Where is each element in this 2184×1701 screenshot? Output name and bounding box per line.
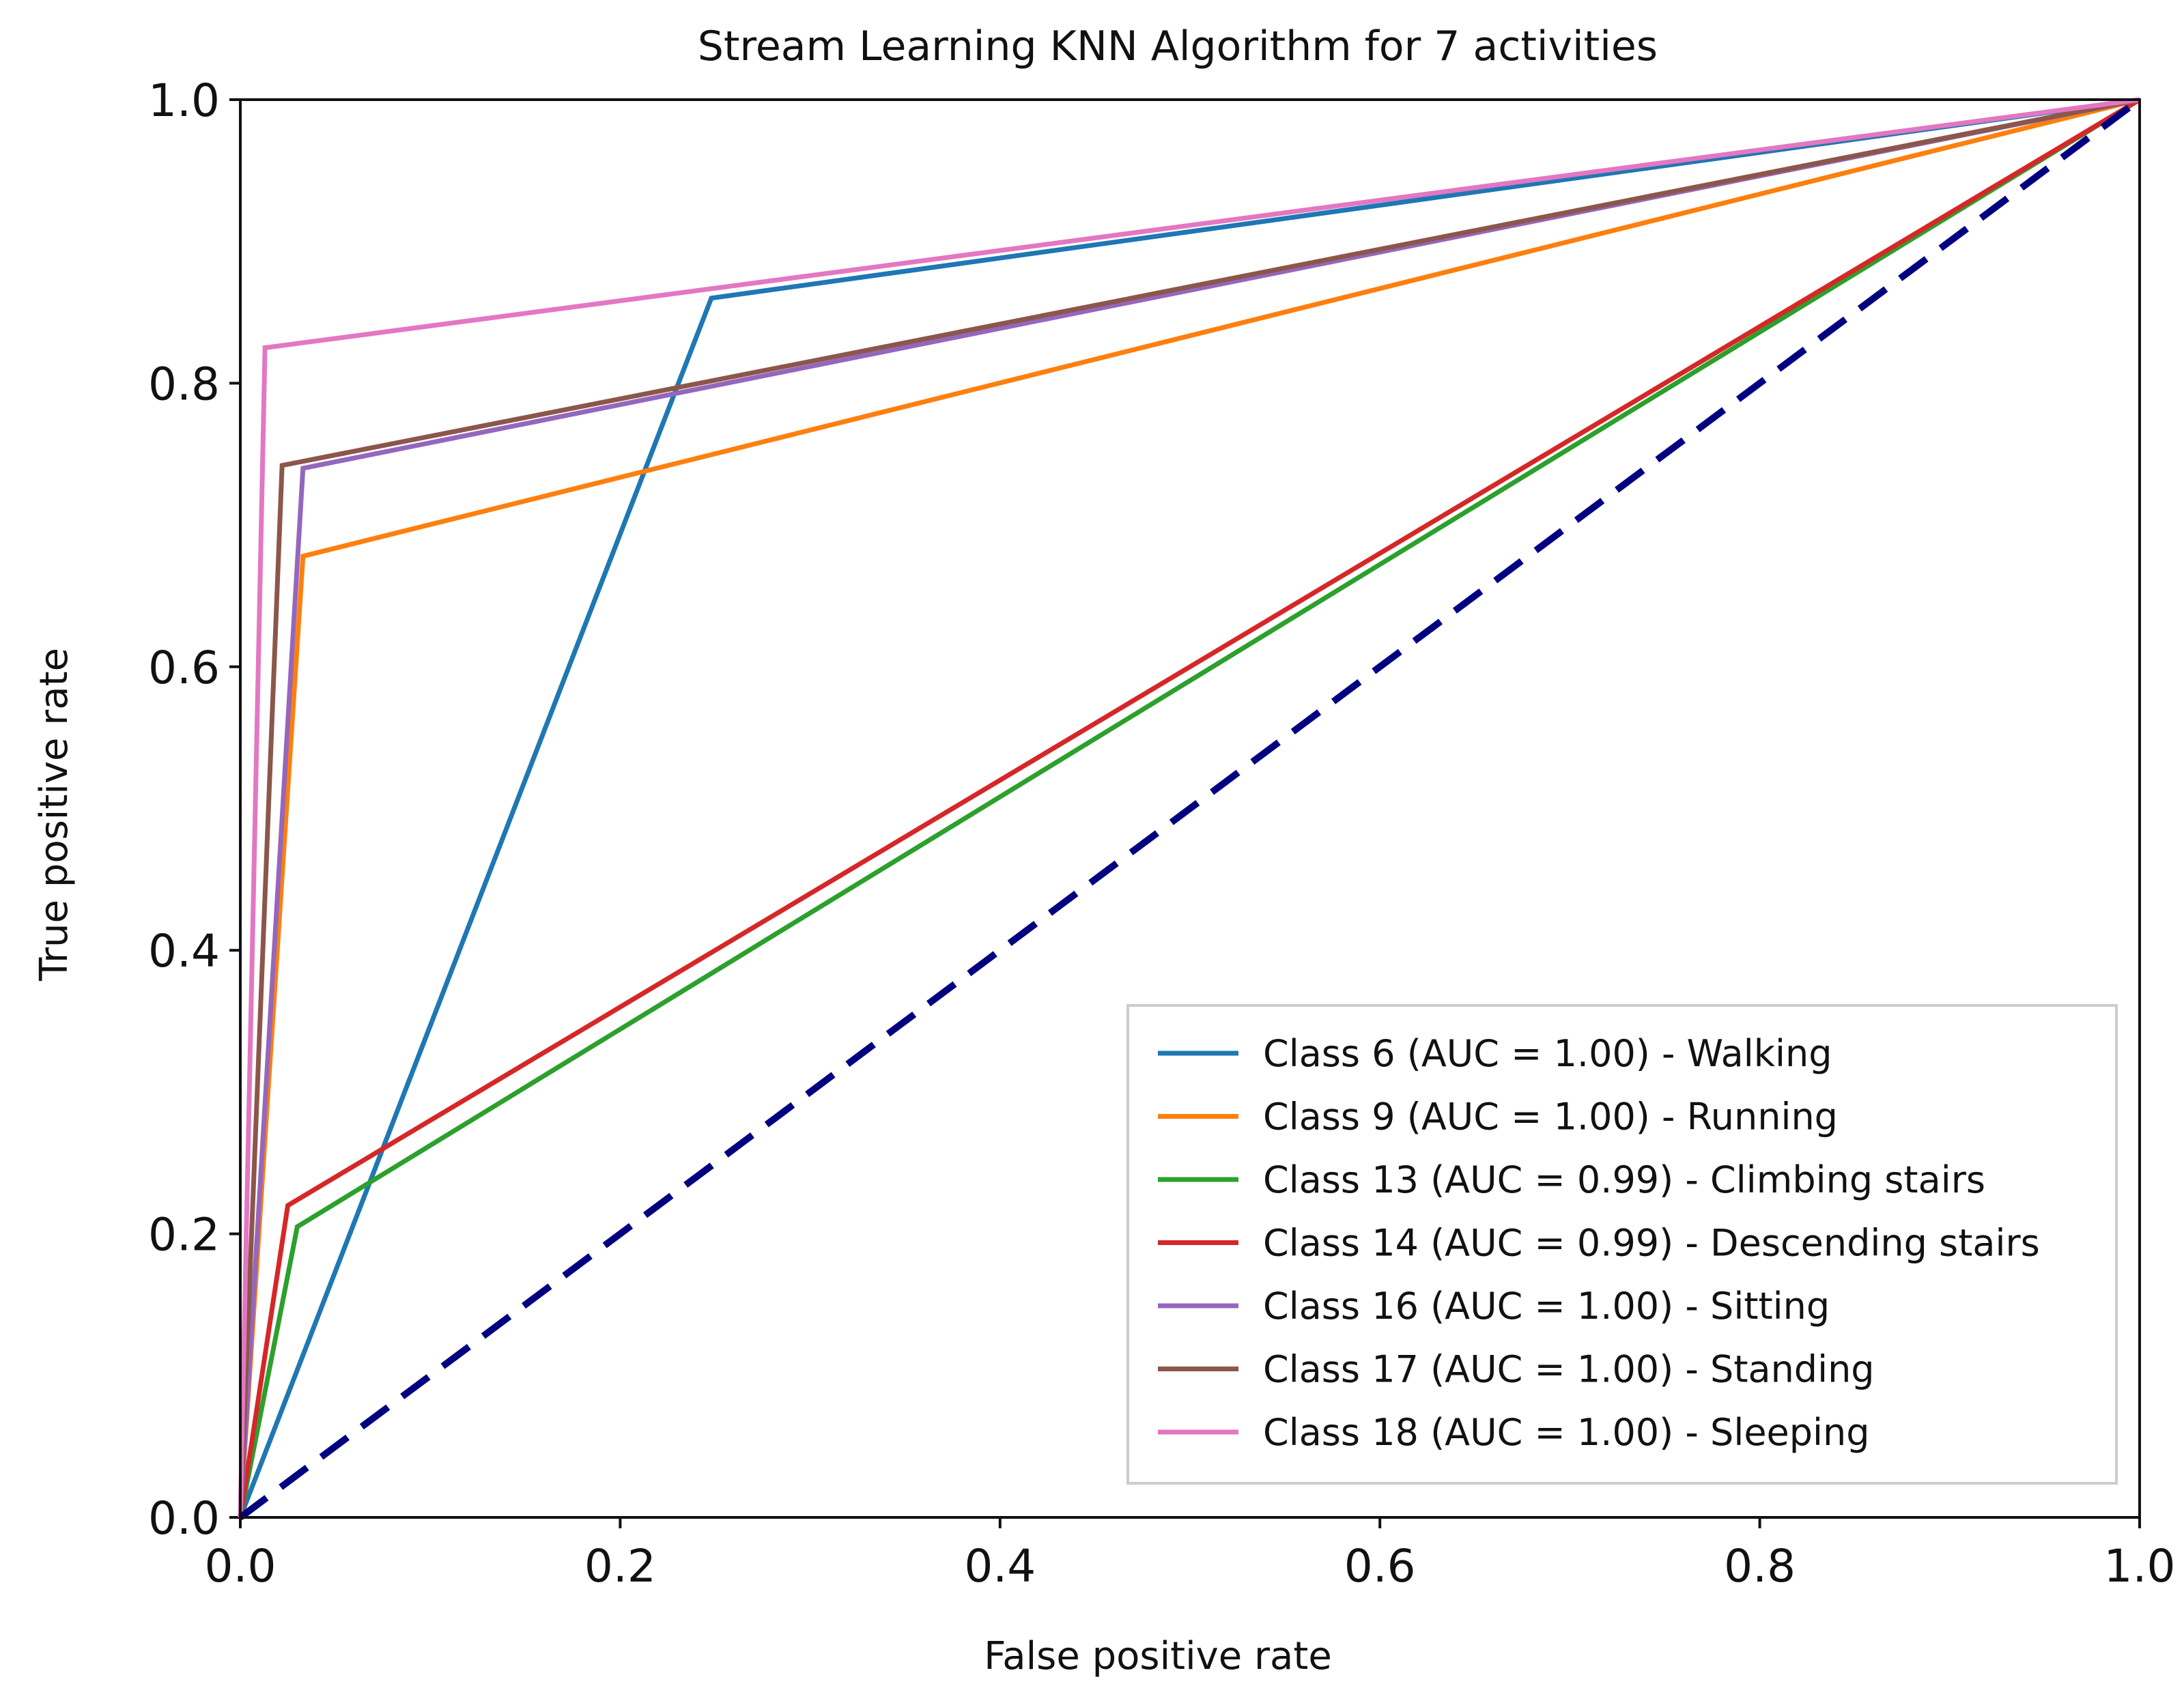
x-tick-label-3: 0.6 [1344, 1540, 1416, 1592]
y-tick-label-1: 0.2 [148, 1209, 220, 1261]
series-line-6 [238, 97, 2140, 1518]
x-tick-label-2: 0.4 [964, 1540, 1036, 1592]
series-line-0 [238, 97, 2140, 1519]
y-tick-label-3: 0.6 [148, 642, 220, 694]
x-tick-label-5: 1.0 [2104, 1540, 2176, 1592]
series-line-2 [238, 98, 2141, 1518]
reference-diagonal-line [238, 96, 2142, 1521]
legend-entry-1: Class 9 (AUC = 1.00) - Running [1263, 1096, 1838, 1139]
legend-entry-2: Class 13 (AUC = 0.99) - Climbing stairs [1263, 1158, 1985, 1201]
legend-entry-3: Class 14 (AUC = 0.99) - Descending stair… [1263, 1222, 2040, 1265]
y-axis-label: True positive rate [32, 648, 76, 982]
x-axis-label: False positive rate [984, 1634, 1332, 1678]
legend-box [1126, 1004, 2118, 1485]
x-tick-label-1: 0.2 [584, 1540, 656, 1592]
chart-title: Stream Learning KNN Algorithm for 7 acti… [698, 23, 1658, 70]
y-tick-label-0: 0.0 [148, 1492, 220, 1545]
legend-entry-5: Class 17 (AUC = 1.00) - Standing [1263, 1348, 1875, 1391]
x-tick-label-4: 0.8 [1724, 1540, 1796, 1592]
y-tick-label-2: 0.4 [148, 925, 220, 977]
legend-entry-0: Class 6 (AUC = 1.00) - Walking [1263, 1032, 1832, 1075]
y-tick-label-4: 0.8 [148, 358, 220, 410]
x-tick-label-0: 0.0 [205, 1540, 276, 1592]
legend-entry-4: Class 16 (AUC = 1.00) - Sitting [1263, 1285, 1830, 1328]
y-tick-label-5: 1.0 [148, 74, 220, 127]
series-line-3 [238, 97, 2141, 1518]
plot-frame [239, 98, 2141, 1519]
series-line-5 [238, 97, 2140, 1518]
legend-entry-6: Class 18 (AUC = 1.00) - Sleeping [1263, 1411, 1870, 1454]
